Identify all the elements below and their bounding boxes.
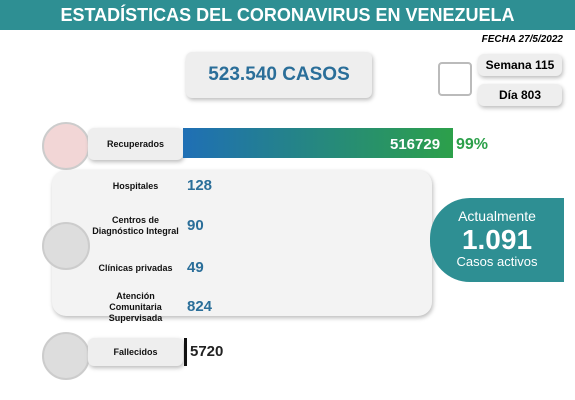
- care-value: 128: [187, 177, 213, 194]
- week: Semana 115: [478, 54, 562, 76]
- deaths-value: 5720: [190, 343, 224, 360]
- deaths-bar: [184, 338, 187, 366]
- title: ESTADÍSTICAS DEL CORONAVIRUS EN VENEZUEL…: [60, 5, 515, 25]
- care-label: Diagnóstico Integral: [92, 226, 179, 236]
- care-label: Clínicas privadas: [98, 262, 173, 273]
- care-label: Comunitaria: [109, 301, 162, 312]
- care-label: Hospitales: [112, 180, 159, 191]
- care-value: 49: [187, 259, 204, 276]
- total: 523.540 CASOS: [208, 64, 350, 85]
- care-label: Centros de: [111, 215, 159, 225]
- header-band: [0, 0, 575, 30]
- deaths-label: Fallecidos: [113, 347, 158, 357]
- care-panel: [52, 170, 432, 316]
- total-box: [186, 52, 372, 98]
- recovered-percent: 99%: [456, 136, 489, 153]
- recovered-label: Recuperados: [106, 139, 165, 149]
- recovered-value: 516729: [390, 136, 441, 153]
- active-line1: Actualmente: [458, 208, 536, 224]
- active-value: 1.091: [461, 224, 533, 255]
- grave-icon: [42, 332, 90, 380]
- care-value: 90: [187, 217, 204, 234]
- deaths-box: [88, 338, 183, 366]
- heart-icon: [42, 122, 90, 170]
- calendar-icon: [438, 62, 472, 96]
- date: FECHA 27/5/2022: [481, 34, 563, 45]
- day: Día 803: [478, 84, 562, 106]
- active-line2: Casos activos: [456, 254, 538, 269]
- care-label: Atención: [116, 290, 155, 301]
- care-label: Supervisada: [108, 312, 163, 323]
- care-value: 824: [187, 298, 213, 315]
- recovered-box: [88, 128, 183, 160]
- hospital-icon: [42, 222, 90, 270]
- recovered-bar: [183, 128, 453, 158]
- active-box: [430, 198, 564, 282]
